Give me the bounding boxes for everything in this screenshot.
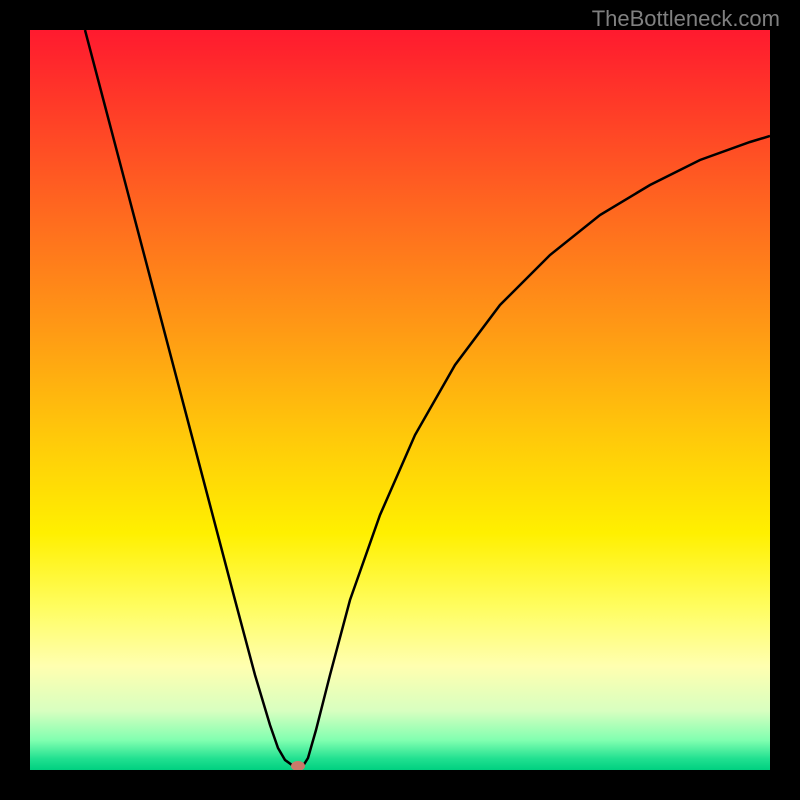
chart-container: TheBottleneck.com [0,0,800,800]
watermark-text: TheBottleneck.com [592,6,780,32]
plot-background [30,30,770,770]
plot-area [30,30,770,770]
chart-svg [30,30,770,770]
